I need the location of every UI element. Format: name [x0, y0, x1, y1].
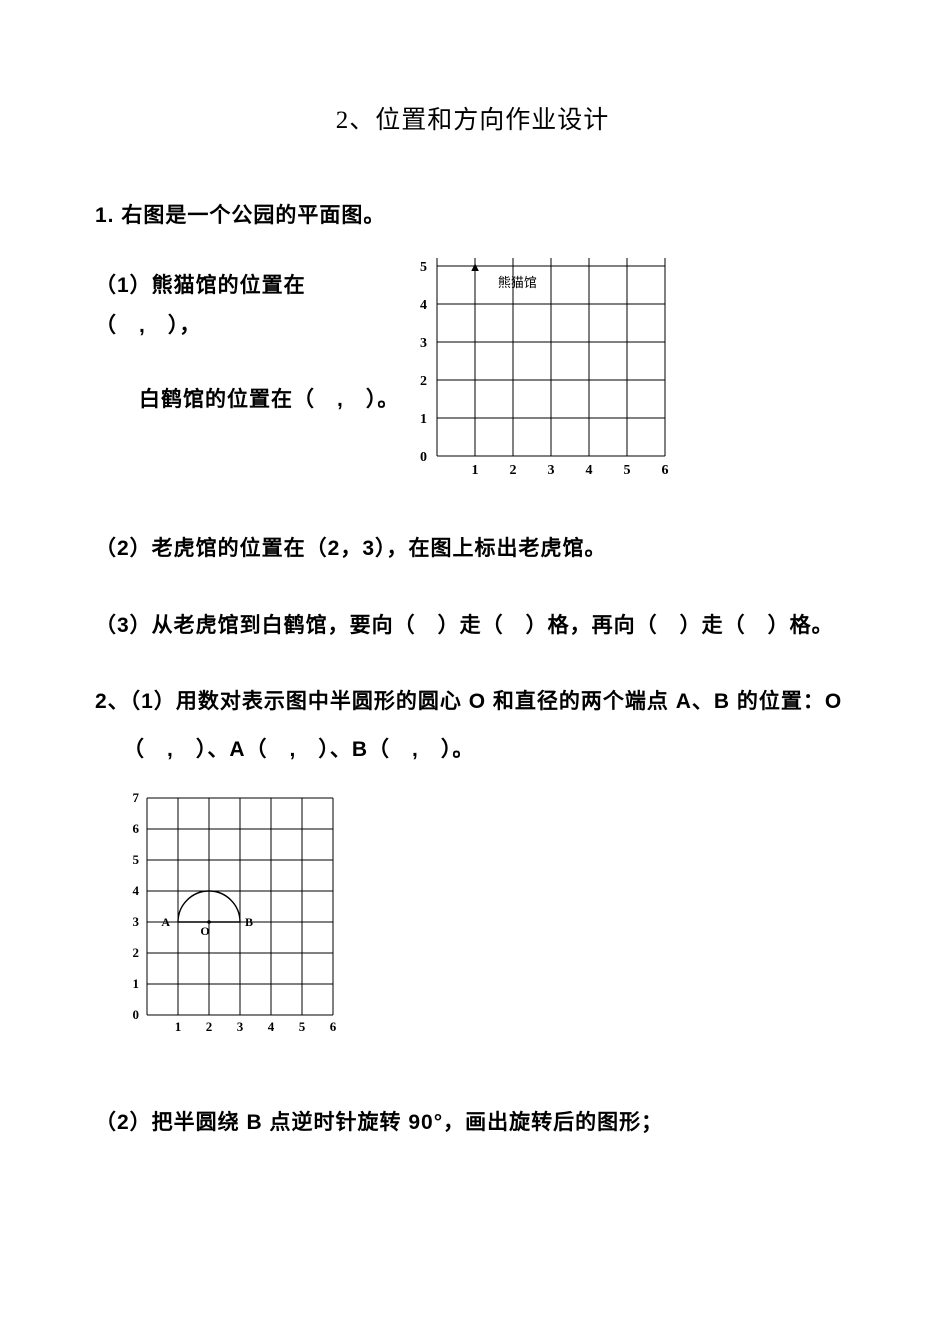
svg-text:0: 0	[420, 450, 427, 465]
svg-text:1: 1	[133, 976, 140, 991]
svg-text:3: 3	[548, 463, 555, 478]
q1-p3: （3）从老虎馆到白鹤馆，要向（ ）走（ ）格，再向（ ）走（ ）格。	[95, 602, 850, 650]
svg-text:1: 1	[472, 463, 479, 478]
svg-text:熊猫馆: 熊猫馆	[498, 275, 537, 290]
q2-p1: 2、（1）用数对表示图中半圆形的圆心 O 和直径的两个端点 A、B 的位置：O（…	[95, 678, 850, 775]
svg-text:B: B	[245, 915, 253, 929]
svg-text:1: 1	[420, 412, 427, 427]
svg-text:3: 3	[420, 336, 427, 351]
svg-text:3: 3	[133, 914, 140, 929]
chart1: 0 1 2 3 4 5 1 2 3 4 5 6 ▲ 熊猫馆	[411, 258, 701, 503]
svg-text:4: 4	[133, 883, 140, 898]
svg-text:5: 5	[420, 260, 427, 275]
q1-p2: （2）老虎馆的位置在（2，3），在图上标出老虎馆。	[95, 525, 850, 573]
svg-text:4: 4	[420, 298, 427, 313]
svg-text:1: 1	[175, 1019, 182, 1034]
svg-text:6: 6	[133, 821, 140, 836]
svg-text:A: A	[161, 915, 170, 929]
svg-text:2: 2	[510, 463, 517, 478]
svg-text:2: 2	[420, 374, 427, 389]
q1-head: 1. 右图是一个公园的平面图。	[95, 192, 850, 240]
svg-text:4: 4	[586, 463, 593, 478]
q1-p1-indent: 白鹤馆的位置在（ , ）。	[95, 380, 405, 420]
svg-text:7: 7	[133, 792, 140, 805]
svg-text:5: 5	[133, 852, 140, 867]
svg-text:6: 6	[330, 1019, 337, 1034]
svg-text:3: 3	[237, 1019, 244, 1034]
svg-text:▲: ▲	[469, 259, 482, 274]
svg-text:0: 0	[133, 1007, 140, 1022]
svg-text:6: 6	[662, 463, 669, 478]
svg-text:2: 2	[206, 1019, 213, 1034]
svg-text:O: O	[200, 924, 209, 938]
page-title: 2、位置和方向作业设计	[95, 100, 850, 136]
q2-p2: （2）把半圆绕 B 点逆时针旋转 90°，画出旋转后的图形；	[95, 1099, 850, 1147]
q1-p1: （1）熊猫馆的位置在（ , ），	[95, 266, 405, 346]
svg-text:5: 5	[624, 463, 631, 478]
chart2: 0 1 2 3 4 5 6 7 1 2 3 4 5 6 A B O	[123, 792, 850, 1069]
svg-text:4: 4	[268, 1019, 275, 1034]
svg-text:5: 5	[299, 1019, 306, 1034]
q1-row: （1）熊猫馆的位置在（ , ）， 白鹤馆的位置在（ , ）。 0 1 2 3 4 5 1 2 3…	[95, 258, 850, 503]
svg-text:2: 2	[133, 945, 140, 960]
